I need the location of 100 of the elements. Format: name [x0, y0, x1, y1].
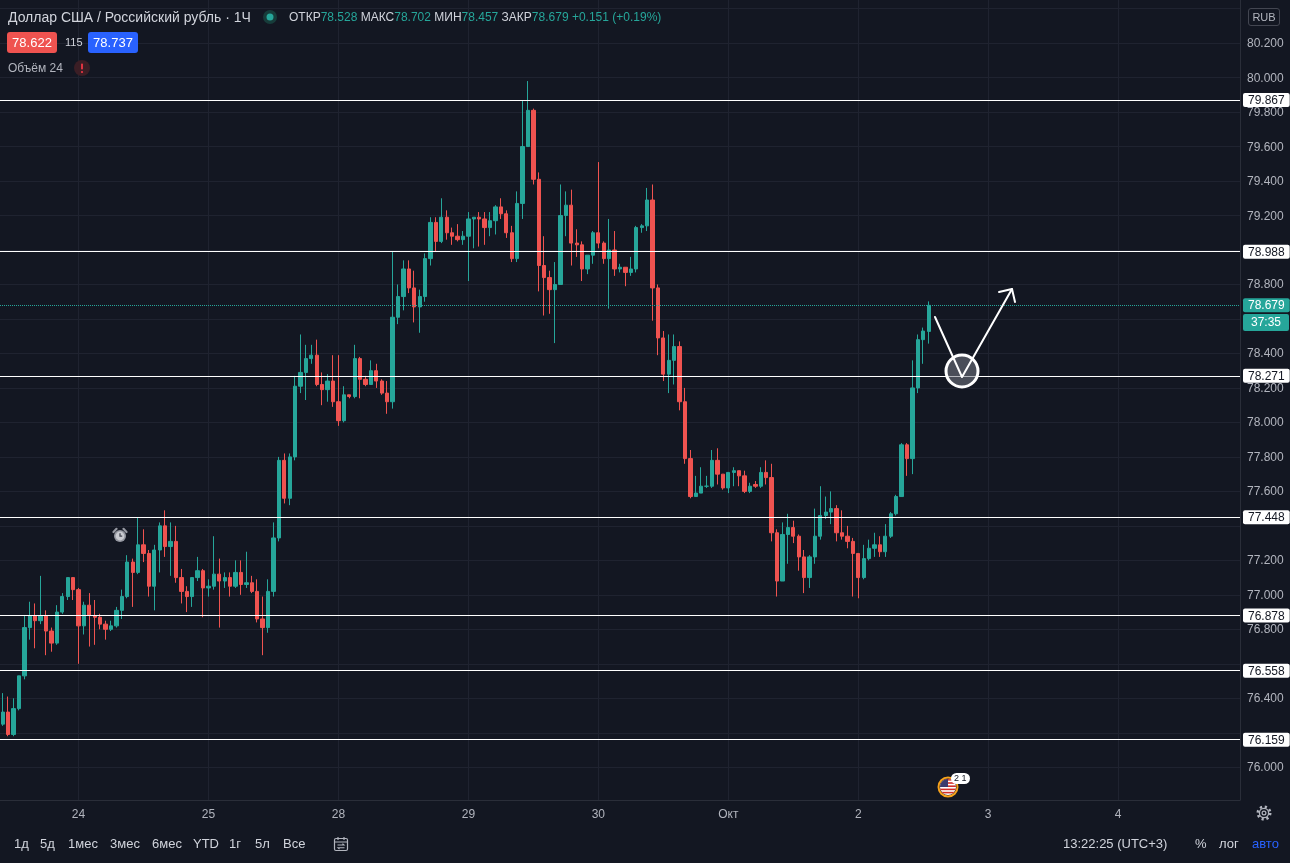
candlestick	[569, 189, 573, 267]
candlestick	[905, 442, 909, 477]
text: 1д	[14, 836, 29, 852]
ref-line-label: 77.448	[1248, 510, 1286, 525]
candlestick	[87, 592, 91, 648]
text: лог	[1219, 836, 1239, 852]
candlestick	[152, 544, 156, 611]
x-tick-label: 24	[71, 807, 86, 821]
y-tick-label: 79.600	[1247, 139, 1285, 154]
x-tick-label: Окт	[718, 807, 739, 821]
ref-line-label: 76.878	[1248, 608, 1286, 623]
y-tick-label: 78.400	[1247, 346, 1285, 361]
candlestick	[233, 559, 238, 589]
x-tick-label: 30	[591, 807, 606, 821]
ref-line-label: 76.558	[1248, 663, 1286, 678]
text: ОТКР78.528 МАКС78.702 МИН78.457 ЗАКР78.679 +0.151 (+0.19%)	[289, 10, 662, 24]
text: 3мес	[110, 836, 140, 852]
y-tick-label: 76.000	[1247, 760, 1285, 775]
candlestick	[228, 571, 232, 598]
text: 1мес	[68, 836, 98, 852]
y-tick-label: 77.000	[1247, 587, 1285, 602]
y-tick-label: 76.400	[1247, 691, 1285, 706]
candlestick	[163, 509, 167, 558]
candlestick	[753, 480, 758, 489]
annotation: 78.622	[7, 32, 57, 53]
text: %	[1195, 836, 1207, 852]
text: авто	[1252, 836, 1279, 852]
text: RUB	[1248, 8, 1280, 26]
candlestick	[596, 161, 600, 249]
candlestick	[244, 551, 249, 589]
candlestick	[325, 373, 330, 403]
text: 13:22:25 (UTC+3)	[1063, 836, 1168, 852]
candlestick	[434, 216, 438, 253]
text: Все	[283, 836, 306, 852]
text: 6мес	[152, 836, 182, 852]
candlestick	[439, 197, 443, 244]
x-tick-label: 4	[1114, 807, 1122, 821]
candlestick	[1, 692, 5, 727]
y-tick-label: 78.000	[1247, 415, 1285, 430]
y-tick-label: 79.800	[1247, 105, 1285, 120]
text: 1г	[229, 836, 241, 852]
text: Доллар США / Российский рубль · 1Ч	[8, 8, 251, 26]
candlestick	[726, 471, 730, 494]
candlestick	[347, 394, 351, 399]
y-tick-label: 80.000	[1247, 70, 1285, 85]
ref-line-label: 79.867	[1248, 93, 1286, 107]
candlestick	[369, 359, 373, 385]
candlestick	[374, 363, 378, 389]
candlestick	[748, 482, 752, 494]
text: 5д	[40, 836, 55, 852]
candlestick	[282, 452, 286, 504]
annotation: 78.737	[88, 32, 138, 53]
candlestick	[342, 385, 346, 423]
ref-line-label: 78.988	[1248, 244, 1286, 259]
text: YTD	[193, 836, 219, 852]
annotation: 115	[65, 35, 83, 50]
candlestick	[223, 571, 227, 589]
y-tick-label: 76.800	[1247, 622, 1285, 637]
ref-line-label: 78.271	[1248, 368, 1286, 383]
candlestick	[759, 466, 763, 489]
ref-line-label: 78.679	[1248, 298, 1286, 313]
ref-line-label: 76.159	[1248, 732, 1286, 747]
y-tick-label: 80.200	[1247, 36, 1285, 51]
y-tick-label: 77.600	[1247, 484, 1285, 499]
candlestick	[612, 230, 617, 277]
x-tick-label: 25	[201, 807, 216, 821]
candlestick	[217, 558, 221, 629]
x-tick-label: 3	[984, 807, 992, 821]
annotation: Объём 24	[8, 60, 63, 76]
text: 37:35	[1243, 314, 1289, 331]
y-tick-label: 78.800	[1247, 277, 1285, 292]
y-tick-label: 77.800	[1247, 449, 1285, 464]
candlestick	[82, 601, 86, 635]
candlestick	[602, 240, 606, 265]
x-tick-label: 28	[331, 807, 346, 821]
candlestick	[201, 568, 205, 618]
candlestick	[6, 696, 10, 737]
candlestick	[239, 559, 243, 596]
candlestick	[131, 558, 135, 608]
candlestick	[883, 523, 887, 558]
candlestick	[732, 466, 736, 487]
x-tick-label: 29	[461, 807, 476, 821]
x-tick-label: 2	[854, 807, 862, 821]
annotation: 2 1	[951, 773, 970, 784]
candlestick	[878, 535, 882, 558]
candlestick	[38, 575, 43, 625]
candlestick	[510, 225, 514, 263]
y-tick-label: 79.200	[1247, 208, 1285, 223]
candlestick	[33, 602, 37, 649]
candlestick	[791, 520, 795, 544]
candlestick	[353, 344, 357, 399]
text: 5л	[255, 836, 270, 852]
candlestick	[158, 521, 162, 573]
y-tick-label: 78.200	[1247, 380, 1285, 395]
candlestick	[168, 521, 173, 577]
y-tick-label: 77.200	[1247, 553, 1285, 568]
candlestick	[66, 577, 70, 601]
candlestick	[623, 266, 628, 287]
y-tick-label: 79.400	[1247, 174, 1285, 189]
candlestick	[136, 516, 140, 575]
